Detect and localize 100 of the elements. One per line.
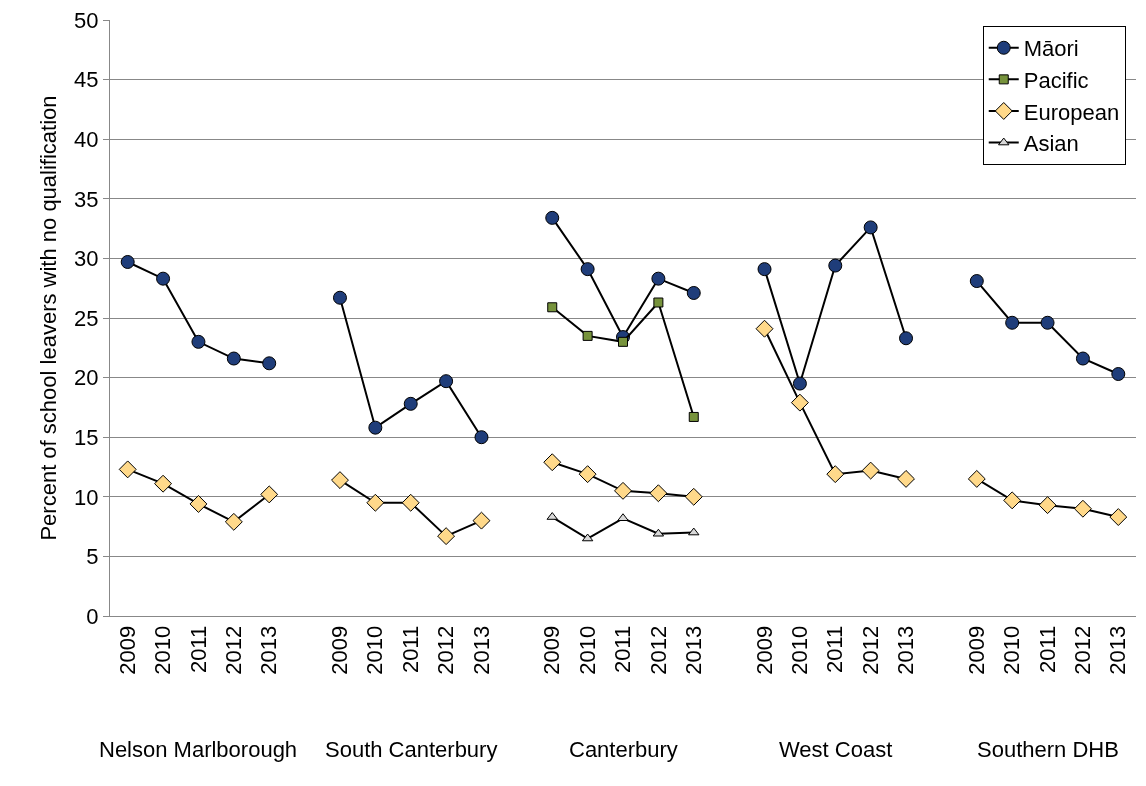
- point: [260, 485, 279, 504]
- y-tick-label: 15: [74, 424, 99, 450]
- point: [1111, 367, 1126, 382]
- y-tick-label: 0: [86, 603, 99, 629]
- text: Canterbury: [569, 737, 678, 762]
- point: [757, 262, 772, 277]
- x-tick-label: 2012: [1070, 625, 1096, 675]
- point: [1109, 508, 1128, 527]
- x-tick-label: 2010: [999, 625, 1025, 675]
- x-tick-label: 2012: [645, 625, 671, 675]
- x-tick-label: 2011: [1034, 625, 1060, 674]
- point: [191, 334, 206, 349]
- x-tick-label: 2013: [468, 625, 494, 675]
- x-tick-label: 2011: [185, 625, 211, 674]
- point: [401, 493, 420, 512]
- legend-label: European: [1023, 99, 1120, 125]
- y-tick-label: 40: [74, 126, 99, 152]
- x-tick-label: 2011: [397, 625, 423, 674]
- text: South Canterbury: [325, 737, 498, 762]
- point: [614, 481, 632, 500]
- point: [1073, 499, 1092, 518]
- point: [649, 484, 668, 503]
- point: [1003, 491, 1022, 510]
- x-tick-label: 2010: [150, 625, 176, 675]
- point: [226, 351, 241, 366]
- y-tick-label: 20: [74, 365, 99, 391]
- x-tick-label: 2012: [857, 625, 883, 675]
- point: [826, 465, 845, 484]
- point: [582, 330, 593, 341]
- point: [580, 262, 595, 277]
- point: [688, 411, 699, 422]
- x-tick-label: 2013: [1105, 625, 1131, 675]
- point: [863, 220, 878, 235]
- point: [1040, 315, 1055, 330]
- text: West Coast: [779, 737, 893, 762]
- y-axis-title: Percent of school leavers with no qualification: [36, 95, 61, 541]
- x-tick-label: 2013: [256, 625, 282, 675]
- point: [617, 513, 629, 522]
- point: [755, 319, 774, 338]
- point: [547, 302, 558, 313]
- point: [578, 465, 597, 484]
- point: [688, 527, 700, 536]
- point: [1038, 496, 1057, 515]
- point: [543, 453, 562, 472]
- point: [368, 420, 383, 435]
- x-tick-label: 2013: [893, 625, 919, 675]
- y-tick-label: 10: [74, 484, 99, 510]
- point: [651, 271, 666, 286]
- point: [189, 495, 208, 513]
- x-tick-label: 2012: [433, 625, 459, 675]
- point: [224, 512, 243, 531]
- point: [967, 469, 986, 488]
- point: [156, 271, 171, 286]
- point: [403, 396, 418, 411]
- point: [618, 336, 628, 347]
- x-tick-label: 2013: [680, 625, 706, 675]
- x-tick-label: 2009: [751, 625, 777, 675]
- legend-label: Pacific: [1023, 67, 1089, 93]
- x-tick-label: 2011: [610, 625, 636, 674]
- point: [439, 374, 454, 389]
- point: [1005, 315, 1020, 330]
- text: Southern DHB: [977, 737, 1119, 762]
- x-tick-label: 2010: [574, 625, 600, 675]
- point: [154, 474, 173, 493]
- point: [969, 274, 984, 289]
- x-tick-label: 2009: [114, 625, 140, 675]
- point: [366, 493, 385, 512]
- y-tick-label: 45: [74, 67, 99, 93]
- point: [262, 356, 277, 371]
- point: [899, 331, 914, 346]
- point: [118, 460, 137, 479]
- point: [790, 393, 809, 412]
- point: [861, 461, 880, 480]
- y-tick-label: 25: [74, 305, 99, 331]
- x-tick-label: 2009: [963, 625, 989, 675]
- point: [120, 254, 135, 269]
- point: [332, 290, 347, 305]
- text: Nelson Marlborough: [99, 737, 298, 762]
- x-tick-label: 2011: [822, 625, 848, 674]
- point: [1075, 351, 1090, 366]
- point: [331, 471, 349, 490]
- point: [792, 376, 807, 391]
- x-tick-label: 2010: [787, 625, 813, 675]
- y-tick-label: 50: [74, 7, 99, 33]
- legend-label: Asian: [1023, 131, 1079, 157]
- x-tick-label: 2009: [539, 625, 565, 675]
- point: [686, 285, 701, 300]
- point: [828, 258, 843, 273]
- point: [545, 210, 560, 225]
- legend-label: Māori: [1023, 36, 1079, 62]
- point: [684, 487, 703, 506]
- y-tick-label: 5: [86, 544, 99, 570]
- point: [437, 527, 456, 546]
- point: [472, 511, 491, 530]
- x-tick-label: 2012: [220, 625, 246, 675]
- point: [474, 430, 489, 445]
- y-tick-label: 35: [74, 186, 99, 212]
- x-tick-label: 2010: [362, 625, 388, 675]
- point: [897, 469, 915, 488]
- y-tick-label: 30: [74, 246, 99, 272]
